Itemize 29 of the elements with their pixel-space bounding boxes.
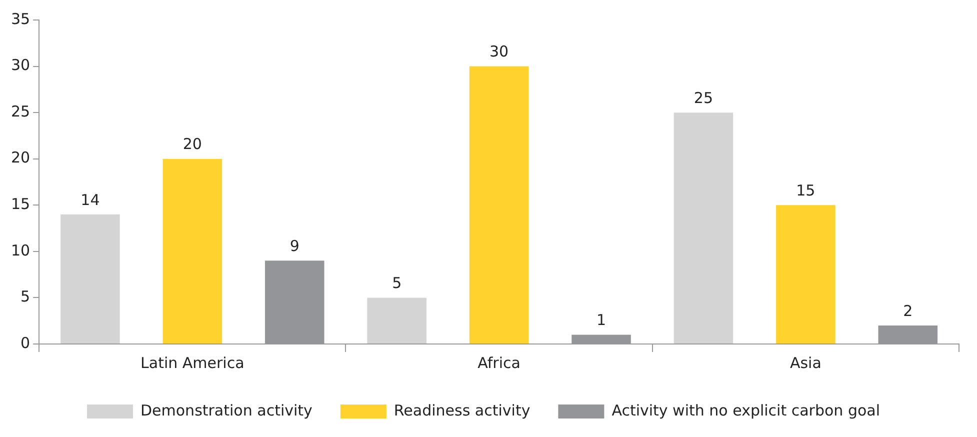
y-tick-label: 5 bbox=[20, 288, 30, 306]
y-tick-label: 0 bbox=[20, 334, 30, 352]
y-tick-label: 25 bbox=[10, 102, 30, 120]
data-label: 14 bbox=[80, 190, 100, 209]
y-tick-label: 35 bbox=[10, 10, 30, 28]
data-label: 25 bbox=[694, 88, 714, 107]
bar bbox=[367, 298, 426, 344]
bar bbox=[60, 214, 120, 344]
legend-label: Readiness activity bbox=[394, 401, 530, 420]
x-tick-label: Latin America bbox=[140, 354, 244, 372]
y-tick-label: 10 bbox=[10, 241, 30, 260]
data-label: 30 bbox=[489, 42, 509, 61]
legend-label: Demonstration activity bbox=[140, 401, 313, 420]
legend-label: Activity with no explicit carbon goal bbox=[612, 401, 880, 420]
bar bbox=[162, 158, 222, 344]
x-tick-label: Africa bbox=[478, 354, 520, 372]
bar bbox=[776, 205, 836, 344]
x-tick-label: Asia bbox=[790, 354, 822, 372]
y-tick-label: 20 bbox=[10, 148, 30, 167]
bar bbox=[674, 112, 734, 344]
data-label: 15 bbox=[796, 182, 816, 200]
y-tick-label: 30 bbox=[10, 56, 30, 74]
data-label: 9 bbox=[290, 237, 300, 256]
data-label: 1 bbox=[596, 311, 606, 330]
data-label: 5 bbox=[392, 274, 402, 292]
bar bbox=[469, 66, 529, 344]
data-label: 2 bbox=[903, 302, 913, 320]
y-tick-label: 15 bbox=[10, 195, 30, 214]
data-label: 20 bbox=[182, 135, 202, 154]
